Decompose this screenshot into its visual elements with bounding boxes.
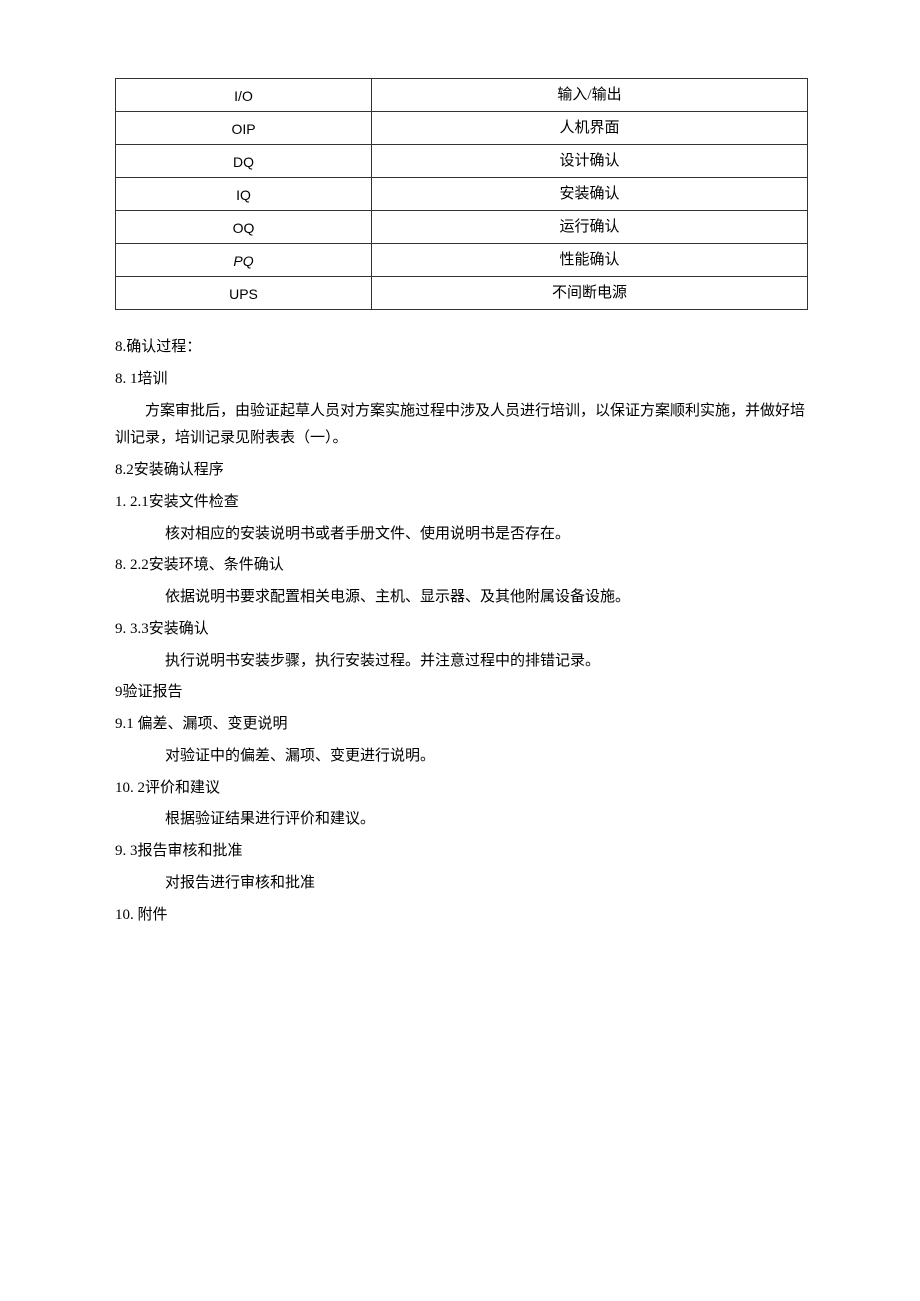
defs-abbrev: UPS (116, 277, 372, 310)
section-8-1-body: 方案审批后，由验证起草人员对方案实施过程中涉及人员进行培训，以保证方案顺利实施，… (115, 398, 808, 454)
section-9-1-heading: 9.1 偏差、漏项、变更说明 (115, 711, 808, 739)
section-9-3-body: 对报告进行审核和批准 (115, 870, 808, 898)
defs-abbrev: DQ (116, 145, 372, 178)
table-row: OQ运行确认 (116, 211, 808, 244)
section-8-2-heading: 8.2安装确认程序 (115, 457, 808, 485)
document-page: I/O输入/输出OIP人机界面DQ设计确认IQ安装确认OQ运行确认PQ性能确认U… (0, 0, 920, 1011)
section-9-2-body: 根据验证结果进行评价和建议。 (115, 806, 808, 834)
table-row: IQ安装确认 (116, 178, 808, 211)
section-8-1-heading: 8. 1培训 (115, 366, 808, 394)
defs-meaning: 运行确认 (372, 211, 808, 244)
defs-meaning: 安装确认 (372, 178, 808, 211)
defs-meaning: 输入/输出 (372, 79, 808, 112)
defs-abbrev: OIP (116, 112, 372, 145)
section-9-2-heading: 10. 2评价和建议 (115, 775, 808, 803)
section-9-heading: 9验证报告 (115, 679, 808, 707)
section-8-heading: 8.确认过程： (115, 334, 808, 362)
section-9-1-body: 对验证中的偏差、漏项、变更进行说明。 (115, 743, 808, 771)
section-8-3-3-heading: 9. 3.3安装确认 (115, 616, 808, 644)
table-row: PQ性能确认 (116, 244, 808, 277)
table-row: I/O输入/输出 (116, 79, 808, 112)
defs-meaning: 人机界面 (372, 112, 808, 145)
defs-meaning: 设计确认 (372, 145, 808, 178)
section-9-3-heading: 9. 3报告审核和批准 (115, 838, 808, 866)
section-8-3-3-body: 执行说明书安装步骤，执行安装过程。并注意过程中的排错记录。 (115, 648, 808, 676)
section-10-heading: 10. 附件 (115, 902, 808, 930)
defs-abbrev: IQ (116, 178, 372, 211)
defs-abbrev: PQ (116, 244, 372, 277)
table-row: OIP人机界面 (116, 112, 808, 145)
table-row: DQ设计确认 (116, 145, 808, 178)
section-8-2-2-heading: 8. 2.2安装环境、条件确认 (115, 552, 808, 580)
defs-meaning: 性能确认 (372, 244, 808, 277)
defs-meaning: 不间断电源 (372, 277, 808, 310)
definitions-table: I/O输入/输出OIP人机界面DQ设计确认IQ安装确认OQ运行确认PQ性能确认U… (115, 78, 808, 310)
definitions-tbody: I/O输入/输出OIP人机界面DQ设计确认IQ安装确认OQ运行确认PQ性能确认U… (116, 79, 808, 310)
table-row: UPS不间断电源 (116, 277, 808, 310)
defs-abbrev: OQ (116, 211, 372, 244)
section-8-2-1-body: 核对相应的安装说明书或者手册文件、使用说明书是否存在。 (115, 521, 808, 549)
defs-abbrev: I/O (116, 79, 372, 112)
section-8-2-1-heading: 1. 2.1安装文件检查 (115, 489, 808, 517)
section-8-2-2-body: 依据说明书要求配置相关电源、主机、显示器、及其他附属设备设施。 (115, 584, 808, 612)
